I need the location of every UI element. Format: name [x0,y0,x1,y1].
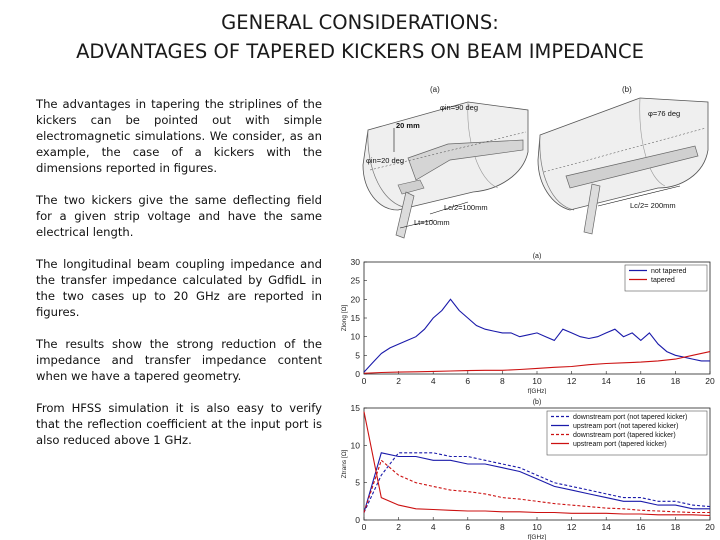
x-tick-label: 20 [705,376,715,386]
paragraph-1: The advantages in tapering the stripline… [36,97,322,175]
y-axis-label: Zlong [Ω] [341,305,348,332]
chart-transfer-impedance: (b) 0 2 4 6 8 10 12 14 16 18 20 0 5 10 15 f[GHz] Ztrans [… [334,394,718,540]
x-tick-label: 0 [362,522,367,532]
series-line-downstream-port-tapered-kicker [363,459,710,514]
x-axis-label: f[GHz] [528,388,547,394]
title-line-1: GENERAL CONSIDERATIONS: [221,11,499,34]
kicker-b-dim-label-1: φ=76 deg [648,109,680,118]
y-tick-label: 30 [351,257,361,267]
kicker-b-end-arc [539,134,575,211]
x-tick-label: 4 [431,376,436,386]
x-tick-label: 18 [671,376,681,386]
x-tick-label: 2 [396,522,401,532]
x-tick-label: 14 [601,522,611,532]
kicker-a-dim-label-3: φin=20 deg [366,156,404,165]
x-tick-label: 6 [465,376,470,386]
kicker-b-drawing: (b) φ=76 deg Lc/2= 200mm [537,85,709,235]
legend-box [624,264,708,292]
series-line-upstream-port-tapered-kicker [363,411,711,517]
kicker-b-label: (b) [622,85,632,94]
series-line-tapered [363,351,711,374]
x-tick-label: 2 [396,376,401,386]
kicker-a-dim-lt [399,219,434,229]
legend-entry: tapered [651,277,675,284]
y-tick-label: 0 [355,515,360,525]
paragraph-2: The two kickers give the same deflecting… [36,193,322,239]
series-line-upstream-port-not-tapered-kicker [363,452,710,513]
chart-longitudinal-impedance: (a) 0 2 4 6 8 10 12 14 16 18 20 0 5 10 15 20 25 30 f[GHz] Zl… [334,248,718,394]
x-tick-label: 8 [500,522,505,532]
kicker-a-end-arc [367,129,409,209]
x-tick-label: 18 [671,522,681,532]
kicker-a-feedthrough [395,191,415,239]
x-tick-label: 8 [500,376,505,386]
y-tick-label: 25 [351,276,361,286]
body-text: The advantages in tapering the stripline… [36,96,322,464]
y-tick-label: 10 [351,332,361,342]
y-tick-label: 15 [351,313,361,323]
x-tick-label: 10 [532,376,542,386]
kicker-a-label: (a) [430,85,440,94]
paragraph-3: The longitudinal beam coupling impedance… [36,257,322,319]
kicker-a-drawing: (a) 20 mm φin=90 deg φin=20 deg Lc/2=100… [362,85,529,239]
slide-title: GENERAL CONSIDERATIONS: ADVANTAGES OF TA… [0,8,720,66]
x-tick-label: 20 [705,522,715,532]
chart-title: (b) [533,399,542,406]
x-axis-label: f[GHz] [528,534,547,540]
kicker-a-dim-label-5: Lt=100mm [414,218,450,227]
chart-b-svg: (b) 0 2 4 6 8 10 12 14 16 18 20 0 5 10 15 f[GHz] Ztrans [… [341,399,715,540]
x-tick-label: 0 [362,376,367,386]
kicker-a-dim-label-2: φin=90 deg [440,103,478,112]
legend: not tapered tapered [624,264,708,292]
kicker-a-beam-axis [369,131,527,171]
kicker-figure-a: (a) 20 mm φin=90 deg φin=20 deg Lc/2=100… [338,80,534,245]
paragraph-5: From HFSS simulation it is also easy to … [36,401,322,447]
legend-box [546,410,708,456]
legend-entry: downstream port (not tapered kicker) [573,414,687,421]
kicker-a-dim-label-1: 20 mm [396,121,420,130]
kicker-b-dim-lc [597,185,681,207]
kicker-b-feedthrough [583,183,601,235]
kicker-a-dim-label-4: Lc/2=100mm [444,203,488,212]
y-tick-label: 10 [351,440,361,450]
legend-entry: not tapered [651,268,687,275]
legend-entry: downstream port (tapered kicker) [573,432,676,439]
x-tick-label: 12 [567,522,577,532]
x-tick-label: 16 [636,376,646,386]
paragraph-4: The results show the strong reduction of… [36,337,322,383]
y-tick-label: 0 [355,369,360,379]
legend: downstream port (not tapered kicker) upst… [546,410,708,456]
x-tick-label: 4 [431,522,436,532]
x-tick-label: 10 [532,522,542,532]
chart-title: (a) [533,253,542,260]
y-tick-label: 15 [351,403,361,413]
series-line-downstream-port-not-tapered-kicker [363,452,711,513]
kicker-a-strip-end [397,179,425,195]
x-tick-label: 14 [601,376,611,386]
legend-entry: upstream port (not tapered kicker) [573,423,678,430]
chart-a-svg: (a) 0 2 4 6 8 10 12 14 16 18 20 0 5 10 15 20 25 30 f[GHz] Zl… [341,253,715,394]
title-line-2: ADVANTAGES OF TAPERED KICKERS ON BEAM IM… [76,40,644,63]
y-tick-label: 5 [355,350,360,360]
y-tick-label: 5 [355,478,360,488]
y-axis-label: Ztrans [Ω] [341,449,348,478]
kicker-b-dim-label-2: Lc/2= 200mm [630,201,676,210]
legend-entry: upstream port (tapered kicker) [573,441,667,448]
series-line-not-tapered [363,298,710,373]
kicker-a-dim-lc [429,201,469,215]
kicker-figure-b: (b) φ=76 deg Lc/2= 200mm [530,80,714,245]
x-tick-label: 6 [465,522,470,532]
kicker-b-far-arc [639,97,666,187]
kicker-a-strip [407,139,524,181]
kicker-b-strip [565,145,699,189]
y-tick-label: 20 [351,294,361,304]
x-tick-label: 16 [636,522,646,532]
x-tick-label: 12 [567,376,577,386]
